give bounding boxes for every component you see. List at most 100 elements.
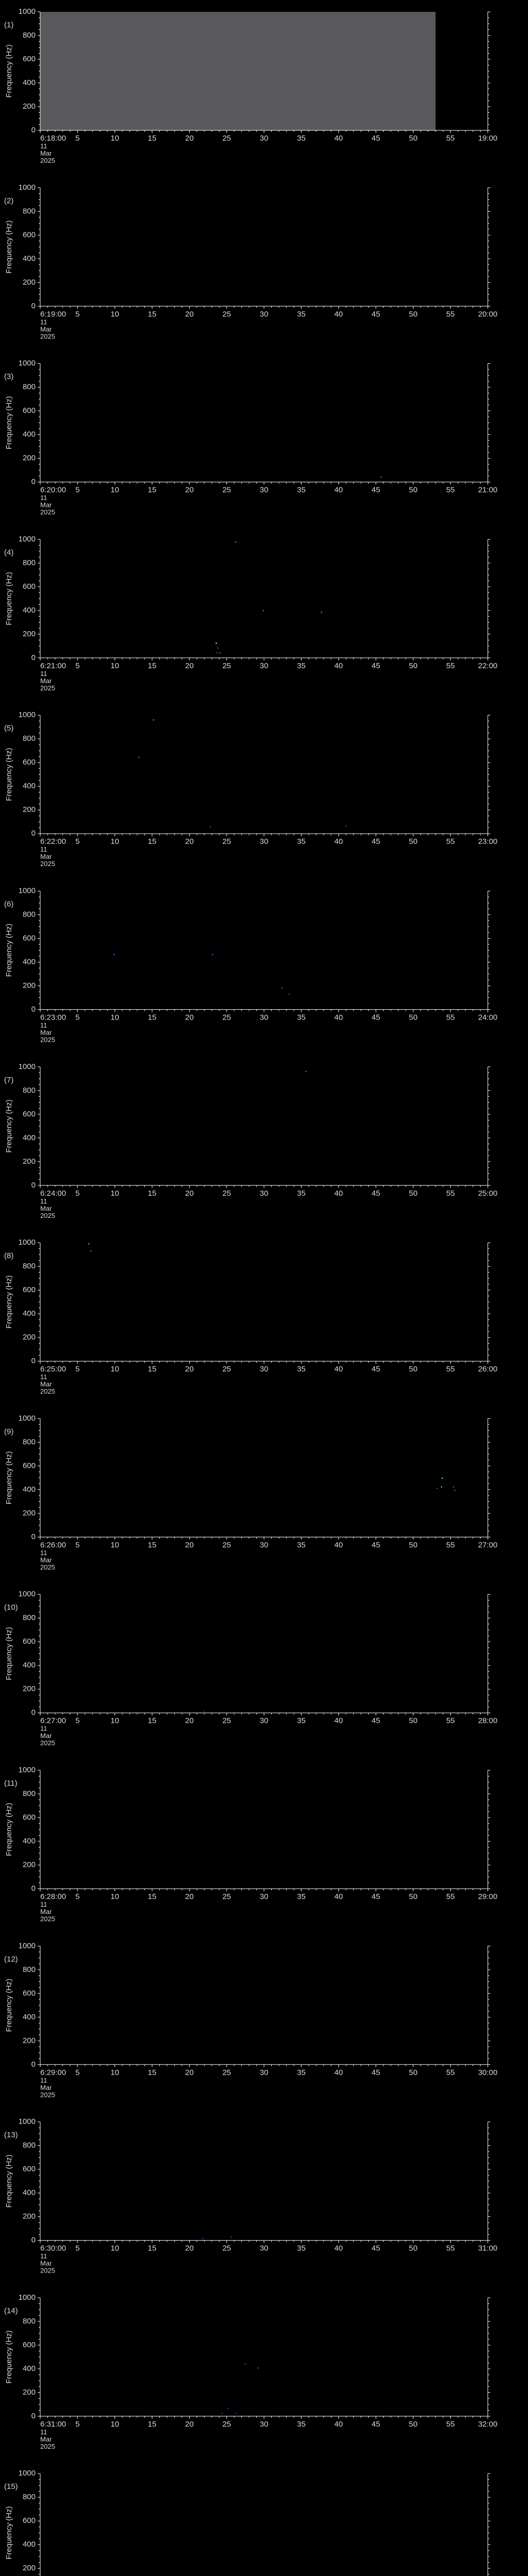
svg-text:35: 35: [297, 837, 306, 846]
svg-text:10: 10: [110, 2244, 119, 2253]
svg-text:200: 200: [23, 2564, 36, 2572]
svg-text:Mar: Mar: [40, 2083, 52, 2091]
svg-text:45: 45: [372, 837, 381, 846]
svg-text:400: 400: [23, 958, 36, 967]
svg-text:10: 10: [110, 662, 119, 670]
svg-text:1000: 1000: [19, 1238, 36, 1247]
svg-text:0: 0: [31, 478, 36, 486]
svg-text:(15): (15): [4, 2482, 18, 2491]
svg-text:10: 10: [110, 1013, 119, 1022]
svg-text:55: 55: [446, 1717, 455, 1725]
svg-text:45: 45: [372, 2244, 381, 2253]
svg-text:400: 400: [23, 1661, 36, 1670]
svg-text:Frequency (Hz): Frequency (Hz): [5, 1099, 13, 1153]
svg-text:800: 800: [23, 1086, 36, 1095]
svg-text:0: 0: [31, 126, 36, 134]
svg-text:40: 40: [334, 2420, 343, 2429]
svg-text:11: 11: [40, 494, 47, 502]
svg-text:200: 200: [23, 2036, 36, 2045]
svg-text:20: 20: [185, 1540, 194, 1549]
svg-text:20: 20: [185, 310, 194, 318]
svg-text:600: 600: [23, 582, 36, 591]
svg-text:10: 10: [110, 2420, 119, 2429]
svg-text:25: 25: [222, 486, 231, 495]
svg-text:35: 35: [297, 1189, 306, 1198]
svg-text:200: 200: [23, 102, 36, 111]
svg-text:6:26:00: 6:26:00: [40, 1540, 66, 1549]
svg-text:50: 50: [409, 1189, 418, 1198]
svg-text:15: 15: [148, 1717, 157, 1725]
svg-text:21:00: 21:00: [478, 486, 498, 495]
svg-text:800: 800: [23, 2141, 36, 2150]
svg-text:55: 55: [446, 2068, 455, 2077]
svg-text:5: 5: [75, 1717, 79, 1725]
svg-text:600: 600: [23, 758, 36, 767]
svg-text:200: 200: [23, 981, 36, 990]
svg-text:2025: 2025: [40, 2091, 55, 2098]
svg-text:26:00: 26:00: [478, 1365, 498, 1374]
svg-text:2025: 2025: [40, 1915, 55, 1923]
svg-text:800: 800: [23, 207, 36, 215]
svg-text:30: 30: [260, 1189, 269, 1198]
svg-text:800: 800: [23, 558, 36, 567]
svg-text:0: 0: [31, 829, 36, 838]
svg-text:28:00: 28:00: [478, 1717, 498, 1725]
svg-text:800: 800: [23, 2317, 36, 2326]
svg-text:11: 11: [40, 2428, 47, 2436]
svg-text:0: 0: [31, 1884, 36, 1893]
svg-text:55: 55: [446, 2420, 455, 2429]
svg-text:1000: 1000: [19, 1941, 36, 1950]
svg-text:30: 30: [260, 134, 269, 143]
svg-text:0: 0: [31, 1532, 36, 1541]
svg-text:Frequency (Hz): Frequency (Hz): [5, 924, 13, 977]
svg-text:400: 400: [23, 430, 36, 439]
svg-text:0: 0: [31, 1357, 36, 1365]
svg-text:1000: 1000: [19, 535, 36, 544]
svg-text:45: 45: [372, 486, 381, 495]
svg-text:20: 20: [185, 486, 194, 495]
svg-text:800: 800: [23, 734, 36, 743]
svg-text:40: 40: [334, 662, 343, 670]
svg-text:Mar: Mar: [40, 1205, 52, 1212]
svg-text:50: 50: [409, 2420, 418, 2429]
svg-text:400: 400: [23, 2189, 36, 2197]
svg-text:6:29:00: 6:29:00: [40, 2068, 66, 2077]
svg-text:35: 35: [297, 2420, 306, 2429]
svg-text:1000: 1000: [19, 183, 36, 192]
svg-text:1000: 1000: [19, 7, 36, 16]
svg-text:6:28:00: 6:28:00: [40, 1892, 66, 1901]
svg-text:Frequency (Hz): Frequency (Hz): [5, 1275, 13, 1328]
svg-text:20: 20: [185, 1717, 194, 1725]
svg-text:11: 11: [40, 1549, 47, 1556]
svg-text:Mar: Mar: [40, 1380, 52, 1388]
svg-text:6:18:00: 6:18:00: [40, 134, 66, 143]
svg-text:Frequency (Hz): Frequency (Hz): [5, 1627, 13, 1680]
svg-text:35: 35: [297, 1365, 306, 1374]
svg-text:6:19:00: 6:19:00: [40, 310, 66, 318]
svg-text:19:00: 19:00: [478, 134, 498, 143]
svg-text:55: 55: [446, 1540, 455, 1549]
svg-text:10: 10: [110, 1189, 119, 1198]
svg-text:40: 40: [334, 310, 343, 318]
svg-text:5: 5: [75, 1892, 79, 1901]
svg-text:45: 45: [372, 1717, 381, 1725]
svg-text:15: 15: [148, 662, 157, 670]
svg-text:50: 50: [409, 662, 418, 670]
svg-text:6:27:00: 6:27:00: [40, 1717, 66, 1725]
svg-text:Mar: Mar: [40, 1029, 52, 1037]
svg-text:10: 10: [110, 1892, 119, 1901]
svg-text:30: 30: [260, 2068, 269, 2077]
svg-text:600: 600: [23, 1989, 36, 1997]
svg-text:20: 20: [185, 1892, 194, 1901]
svg-text:40: 40: [334, 1365, 343, 1374]
svg-text:600: 600: [23, 934, 36, 943]
svg-text:40: 40: [334, 2244, 343, 2253]
svg-text:50: 50: [409, 1540, 418, 1549]
svg-text:1000: 1000: [19, 2469, 36, 2478]
svg-text:200: 200: [23, 1509, 36, 1517]
svg-text:(12): (12): [4, 1955, 18, 1963]
svg-text:11: 11: [40, 142, 47, 150]
svg-text:30: 30: [260, 1717, 269, 1725]
svg-text:22:00: 22:00: [478, 662, 498, 670]
svg-text:400: 400: [23, 2364, 36, 2373]
